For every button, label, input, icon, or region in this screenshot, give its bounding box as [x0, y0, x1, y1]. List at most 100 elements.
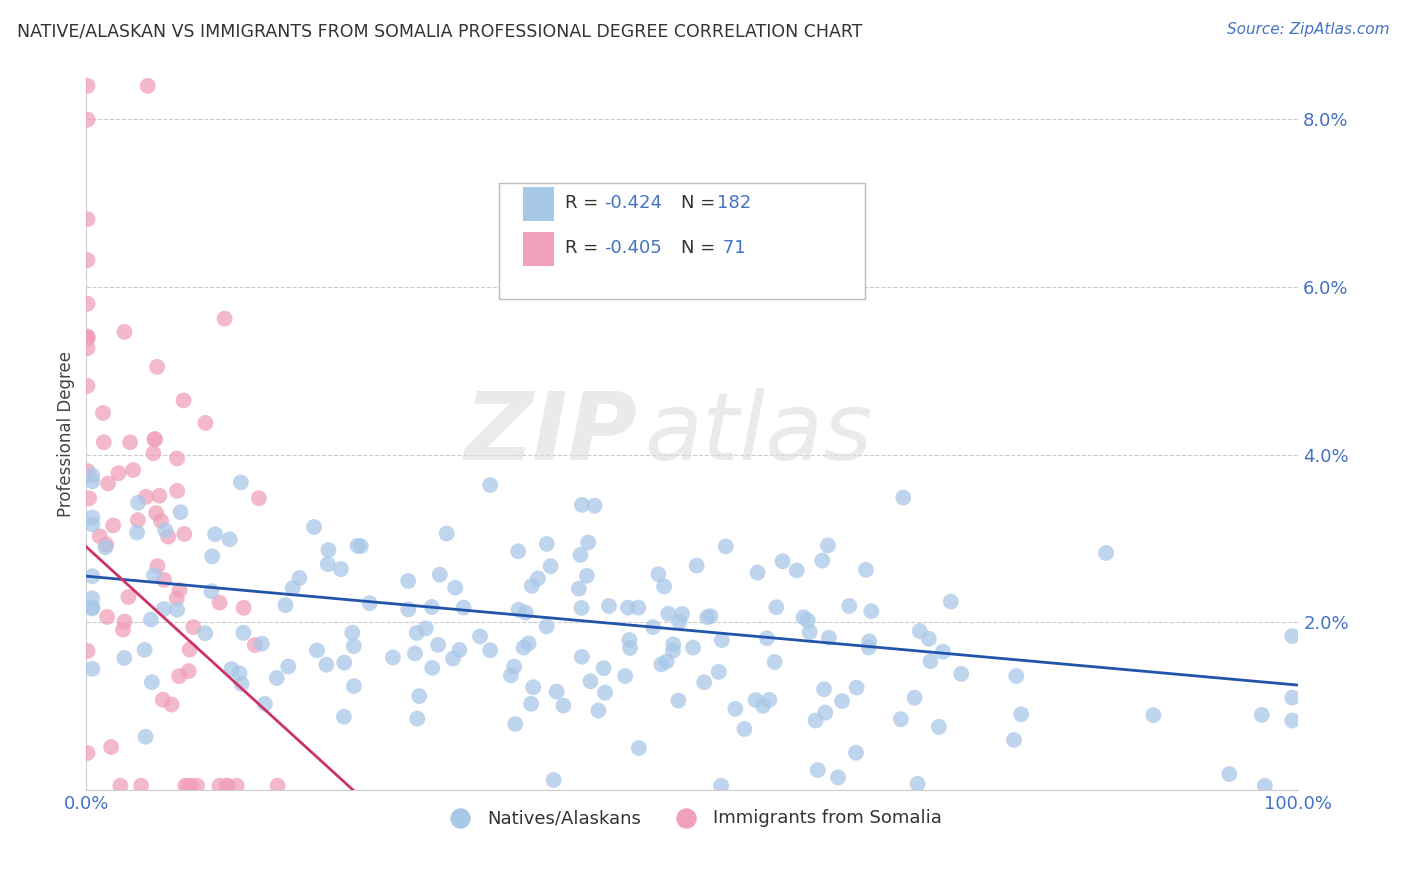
- Point: [266, 671, 288, 685]
- Point: [406, 712, 429, 726]
- Point: [76, 78, 98, 93]
- Point: [908, 624, 931, 638]
- Point: [346, 539, 368, 553]
- Point: [120, 435, 142, 450]
- Point: [536, 619, 558, 633]
- Point: [148, 489, 170, 503]
- Point: [845, 681, 868, 695]
- Point: [619, 640, 641, 655]
- Point: [166, 451, 188, 466]
- Point: [96, 610, 118, 624]
- Point: [232, 625, 254, 640]
- Point: [153, 573, 176, 587]
- Point: [143, 568, 166, 582]
- Point: [302, 520, 325, 534]
- Point: [143, 432, 166, 446]
- Point: [503, 717, 526, 731]
- Point: [1005, 669, 1028, 683]
- Point: [169, 505, 191, 519]
- Text: N =: N =: [681, 239, 720, 257]
- Point: [420, 599, 443, 614]
- Point: [449, 643, 471, 657]
- Point: [231, 677, 253, 691]
- Point: [838, 599, 860, 613]
- Point: [97, 476, 120, 491]
- Point: [200, 584, 222, 599]
- Point: [811, 553, 834, 567]
- Point: [129, 779, 152, 793]
- Point: [579, 674, 602, 689]
- Point: [250, 637, 273, 651]
- Point: [827, 771, 849, 785]
- Point: [152, 692, 174, 706]
- Point: [114, 615, 136, 629]
- Point: [288, 571, 311, 585]
- Point: [1010, 707, 1032, 722]
- Point: [76, 332, 98, 346]
- Point: [627, 741, 650, 756]
- Point: [918, 632, 941, 646]
- Point: [553, 698, 575, 713]
- Point: [179, 642, 201, 657]
- Point: [891, 491, 914, 505]
- Point: [167, 669, 190, 683]
- Point: [814, 706, 837, 720]
- Point: [1281, 629, 1303, 643]
- Point: [508, 602, 530, 616]
- Point: [180, 779, 202, 793]
- Point: [405, 626, 427, 640]
- Point: [650, 657, 672, 672]
- Point: [818, 631, 841, 645]
- Point: [173, 527, 195, 541]
- Point: [166, 483, 188, 498]
- Point: [710, 633, 733, 648]
- Point: [208, 596, 231, 610]
- Point: [765, 600, 787, 615]
- Point: [194, 626, 217, 640]
- Point: [671, 607, 693, 621]
- Point: [817, 538, 839, 552]
- Point: [772, 554, 794, 568]
- Point: [396, 574, 419, 588]
- Point: [136, 78, 159, 93]
- Point: [662, 637, 685, 651]
- Text: R =: R =: [565, 194, 605, 212]
- Point: [907, 777, 929, 791]
- Point: [588, 704, 610, 718]
- Point: [858, 634, 880, 648]
- Text: NATIVE/ALASKAN VS IMMIGRANTS FROM SOMALIA PROFESSIONAL DEGREE CORRELATION CHART: NATIVE/ALASKAN VS IMMIGRANTS FROM SOMALI…: [17, 22, 862, 40]
- Point: [76, 212, 98, 227]
- Point: [173, 393, 195, 408]
- Point: [157, 530, 180, 544]
- Point: [831, 694, 853, 708]
- Point: [274, 598, 297, 612]
- Point: [89, 529, 111, 543]
- Point: [342, 625, 364, 640]
- Point: [94, 541, 117, 555]
- Point: [82, 662, 104, 676]
- Point: [229, 475, 252, 490]
- Point: [141, 675, 163, 690]
- Point: [855, 563, 877, 577]
- Point: [657, 607, 679, 621]
- Point: [103, 518, 125, 533]
- Point: [807, 763, 830, 777]
- Point: [82, 591, 104, 606]
- Point: [1002, 732, 1025, 747]
- Point: [125, 525, 148, 540]
- Point: [733, 722, 755, 736]
- Point: [571, 649, 593, 664]
- Point: [707, 665, 730, 679]
- Point: [744, 693, 766, 707]
- Point: [804, 714, 827, 728]
- Point: [536, 537, 558, 551]
- Point: [793, 610, 815, 624]
- Point: [218, 533, 240, 547]
- Point: [266, 779, 288, 793]
- Point: [76, 644, 98, 658]
- Point: [755, 632, 778, 646]
- Point: [420, 661, 443, 675]
- Point: [253, 697, 276, 711]
- Point: [77, 491, 100, 506]
- Point: [747, 566, 769, 580]
